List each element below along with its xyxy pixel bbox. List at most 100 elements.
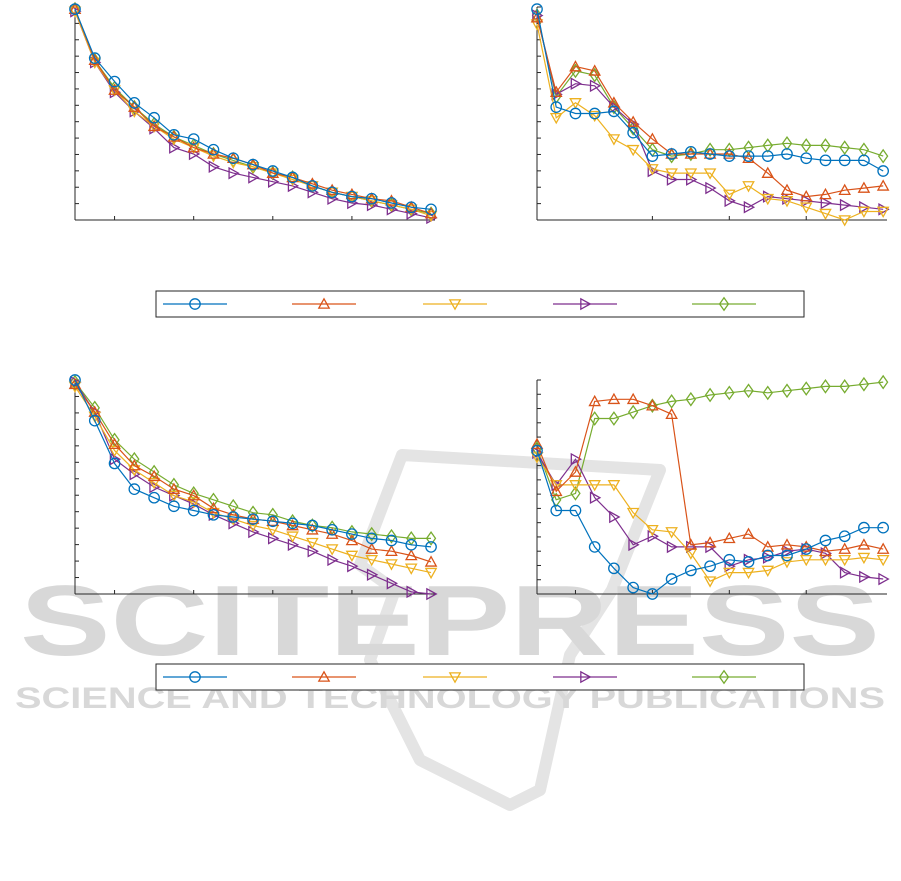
data-point [588, 64, 601, 76]
data-point [88, 405, 102, 417]
data-point [780, 557, 794, 569]
data-point [799, 190, 813, 202]
data-point [723, 567, 736, 580]
data-point [149, 480, 161, 494]
data-point [228, 498, 239, 514]
legend-marker [448, 672, 462, 684]
data-point [627, 126, 640, 139]
data-point [424, 567, 438, 580]
series-5 [531, 374, 889, 508]
data-point [228, 517, 240, 530]
data-point [325, 544, 339, 556]
data-point [385, 534, 398, 547]
data-point [646, 399, 659, 411]
legend-entry-4 [553, 297, 617, 311]
data-point [703, 168, 717, 180]
data-point [267, 532, 280, 545]
data-point [761, 549, 774, 562]
data-point [89, 400, 100, 416]
legend-marker [580, 670, 592, 684]
series-2 [68, 377, 438, 567]
data-point [685, 391, 697, 407]
data-point [570, 77, 582, 90]
data-point [167, 130, 181, 142]
data-point [286, 171, 299, 184]
data-point [876, 179, 890, 191]
data-point [665, 573, 678, 585]
chart-panel-top-left [68, 1, 438, 225]
series-line [536, 15, 884, 157]
data-point [859, 570, 871, 584]
data-point [345, 533, 359, 546]
data-point [724, 385, 735, 401]
series-1 [69, 3, 437, 216]
data-point [207, 151, 220, 163]
data-point [665, 407, 678, 420]
data-point [781, 135, 793, 151]
data-point [742, 567, 755, 580]
data-point [167, 482, 181, 494]
data-point [742, 150, 755, 162]
data-point [703, 536, 717, 548]
data-point [703, 576, 717, 588]
data-point [550, 101, 563, 113]
data-point [325, 183, 339, 195]
data-point [365, 554, 379, 567]
series-line [536, 15, 884, 210]
legend-entry-2 [292, 297, 356, 309]
legend-marker [718, 296, 730, 312]
watermark-word: SCITEPRESS [20, 565, 880, 677]
data-point [69, 3, 81, 15]
data-point [226, 508, 240, 520]
chart-panel-top-right [530, 3, 890, 227]
data-point [838, 183, 851, 195]
data-point [801, 138, 812, 153]
data-point [148, 111, 160, 124]
data-point [306, 177, 319, 189]
watermark-logo-shape [354, 449, 666, 811]
data-point [569, 107, 582, 120]
data-point [589, 67, 600, 83]
data-point [857, 181, 871, 193]
data-point [858, 142, 870, 158]
data-point [246, 161, 260, 174]
data-point [187, 141, 200, 153]
data-point [607, 480, 621, 492]
data-point [365, 192, 378, 205]
data-point [780, 196, 794, 208]
data-point [878, 572, 890, 586]
data-point [762, 138, 773, 153]
data-point [425, 203, 437, 216]
series-2 [530, 392, 890, 557]
data-point [569, 98, 582, 110]
data-point [286, 174, 299, 187]
data-point [347, 559, 359, 573]
data-point [820, 196, 832, 210]
data-point [876, 206, 890, 219]
data-point [227, 152, 240, 165]
data-point [858, 521, 870, 534]
legend-marker [718, 669, 730, 685]
data-point [286, 531, 299, 543]
data-point [800, 543, 813, 555]
data-point [266, 166, 280, 178]
data-point [424, 210, 438, 223]
data-point [647, 398, 658, 414]
series-3 [530, 19, 890, 227]
chart-panel-bottom-right [530, 374, 890, 600]
data-point [780, 538, 794, 550]
data-point [857, 538, 871, 550]
data-point [684, 168, 698, 180]
legend-marker [580, 297, 592, 311]
legend-entry-4 [553, 670, 617, 684]
data-point [626, 144, 640, 157]
data-point [799, 540, 813, 552]
data-point [877, 165, 890, 177]
data-point [88, 52, 101, 64]
data-point [627, 581, 640, 594]
data-point [607, 96, 621, 108]
data-point [550, 504, 563, 517]
data-point [628, 538, 640, 552]
data-point [665, 168, 678, 180]
